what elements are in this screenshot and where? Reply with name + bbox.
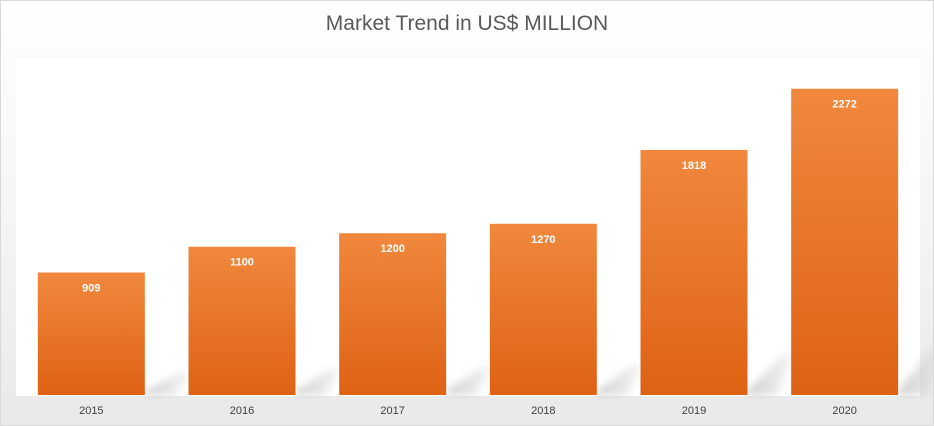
data-label-2020: 2272 bbox=[832, 99, 856, 111]
data-label-2016: 1100 bbox=[230, 257, 254, 269]
x-tick-label-2019: 2019 bbox=[682, 405, 706, 417]
bar-shadow bbox=[446, 365, 491, 395]
x-tick-label-2016: 2016 bbox=[230, 405, 254, 417]
bar-shadow bbox=[295, 367, 340, 395]
bar-2019 bbox=[640, 149, 748, 395]
bar-2016 bbox=[188, 246, 296, 395]
bar-2017 bbox=[339, 233, 447, 395]
x-tick-label-2015: 2015 bbox=[79, 405, 103, 417]
data-label-2017: 1200 bbox=[380, 243, 404, 255]
bar-shadow bbox=[747, 351, 792, 395]
data-label-2015: 909 bbox=[82, 282, 100, 294]
bar-shadow bbox=[596, 363, 641, 395]
bar-shadow bbox=[898, 344, 934, 395]
bar-shadow bbox=[144, 371, 189, 395]
x-tick-label-2018: 2018 bbox=[531, 405, 555, 417]
plot-area bbox=[16, 58, 920, 396]
chart-title: Market Trend in US$ MILLION bbox=[325, 12, 609, 35]
x-tick-label-2020: 2020 bbox=[832, 405, 856, 417]
bar-2018 bbox=[489, 223, 597, 395]
data-label-2019: 1818 bbox=[682, 160, 706, 172]
bar-2020 bbox=[791, 88, 899, 395]
bar-2015 bbox=[37, 272, 145, 395]
x-tick-label-2017: 2017 bbox=[380, 405, 404, 417]
data-label-2018: 1270 bbox=[531, 234, 555, 246]
